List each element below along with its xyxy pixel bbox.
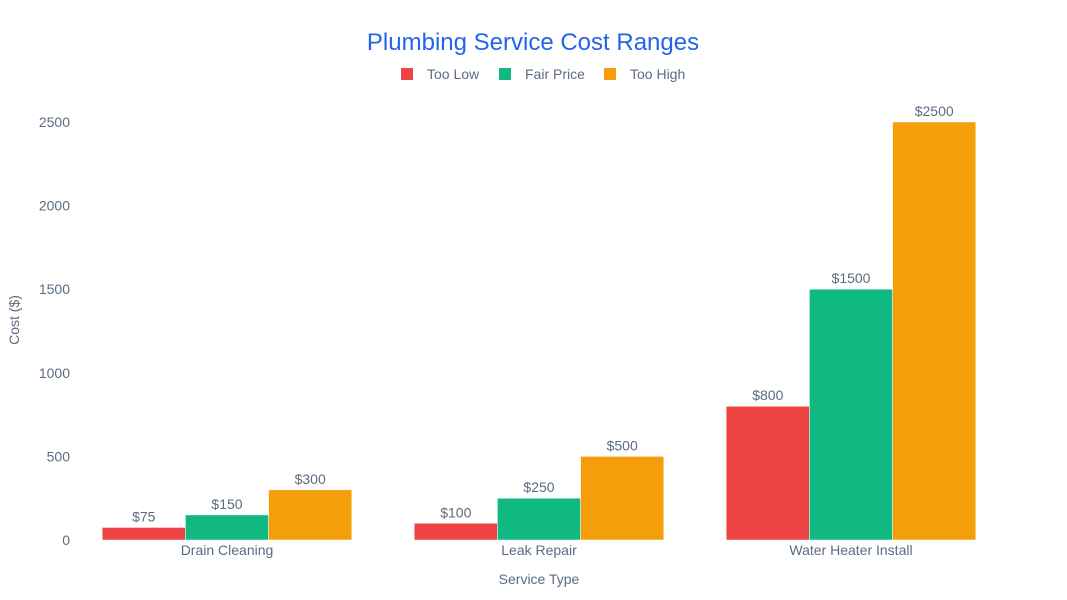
y-tick-label: 0 [62, 532, 70, 548]
bar-too-low[interactable] [725, 405, 810, 541]
chart-title: Plumbing Service Cost Ranges [367, 29, 699, 56]
data-label: $500 [607, 437, 638, 453]
y-tick-label: 1000 [39, 365, 70, 381]
bars: $75 $100 $800 $150 $250 $1500 $300 $500 $2500 [101, 103, 977, 541]
y-axis-title: Cost ($) [6, 295, 22, 345]
x-axis-title: Service Type [499, 571, 580, 587]
data-label: $75 [132, 508, 156, 524]
x-tick-label: Leak Repair [501, 542, 577, 558]
y-tick-label: 2500 [39, 114, 70, 130]
legend-swatch[interactable] [401, 68, 413, 80]
bar-too-low[interactable] [413, 523, 498, 541]
bar-fair-price[interactable] [185, 514, 269, 541]
data-label: $250 [523, 479, 554, 495]
legend-label[interactable]: Too High [630, 66, 685, 82]
bar-too-high[interactable] [892, 121, 977, 541]
legend: Too Low Fair Price Too High [401, 66, 685, 82]
data-label: $100 [440, 504, 471, 520]
data-label: $800 [752, 387, 783, 403]
bar-too-low[interactable] [101, 527, 186, 541]
y-axis: 0 500 1000 1500 2000 2500 [39, 114, 70, 548]
y-tick-label: 2000 [39, 198, 70, 214]
y-tick-label: 500 [47, 448, 71, 464]
data-label: $2500 [915, 103, 954, 119]
y-tick-label: 1500 [39, 281, 70, 297]
bar-fair-price[interactable] [497, 497, 581, 541]
x-tick-label: Water Heater Install [789, 542, 912, 558]
x-tick-label: Drain Cleaning [181, 542, 274, 558]
bar-too-high[interactable] [268, 489, 353, 541]
legend-swatch[interactable] [604, 68, 616, 80]
bar-too-high[interactable] [580, 456, 665, 541]
legend-label[interactable]: Fair Price [525, 66, 585, 82]
data-label: $1500 [832, 270, 871, 286]
bar-fair-price[interactable] [809, 288, 893, 541]
legend-label[interactable]: Too Low [427, 66, 480, 82]
legend-swatch[interactable] [499, 68, 511, 80]
data-label: $300 [295, 471, 326, 487]
x-axis: Drain Cleaning Leak Repair Water Heater In… [181, 542, 913, 558]
data-label: $150 [211, 496, 242, 512]
